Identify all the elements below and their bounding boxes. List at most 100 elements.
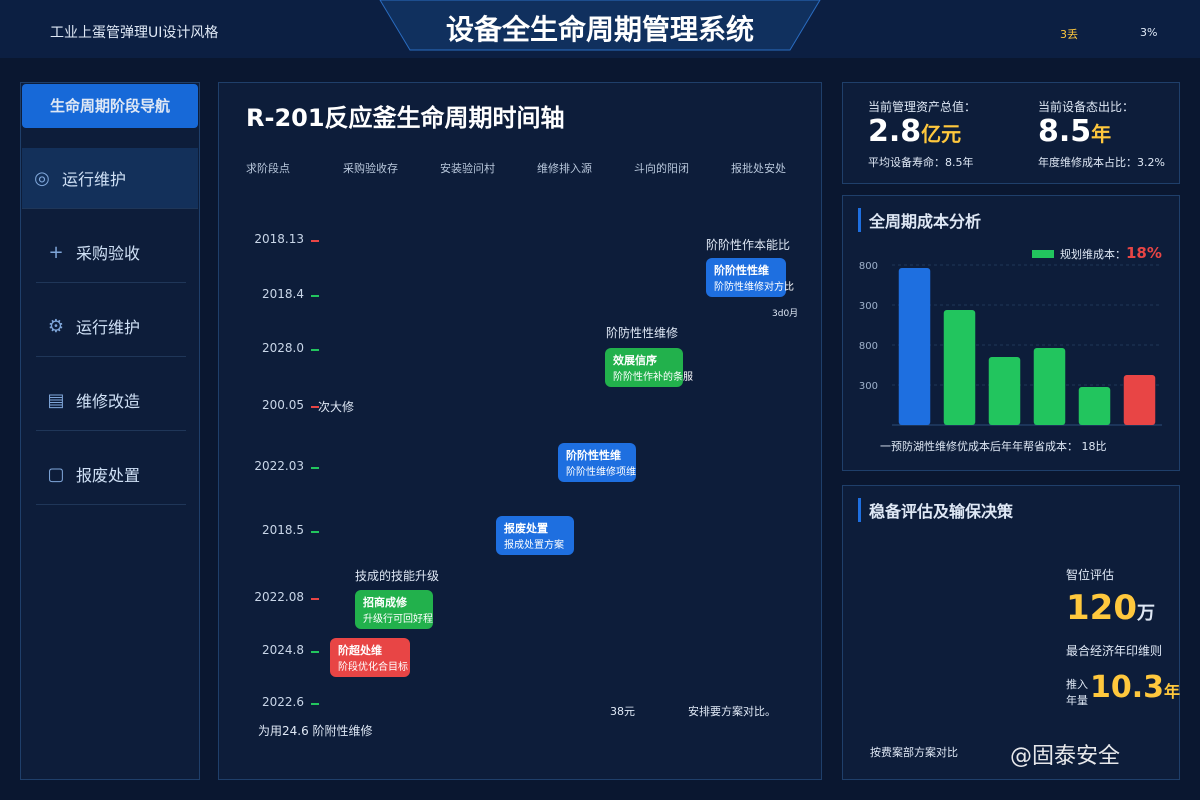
date-label: 2018.13 (254, 232, 304, 246)
date-tick (311, 240, 319, 242)
ratio-value: 8.5 (1038, 114, 1092, 149)
eval-value: 120 (1066, 588, 1137, 628)
nav-icon: ▢ (47, 463, 65, 485)
nav-title: 生命周期阶段导航 (22, 84, 198, 128)
econ-label: 最合经济年印维则 (1066, 644, 1163, 658)
date-tick (311, 703, 319, 705)
decision-title: 稳备评估及输保决策 (858, 498, 1013, 522)
stats-panel (842, 82, 1180, 184)
card-subtitle: 阶阶性作补的条服 (613, 372, 693, 383)
bar (1123, 375, 1156, 425)
event-card[interactable]: 阶阶性性维 阶阶性维修项维 (558, 443, 636, 482)
cost-note: 年度维修成本占比：3.2% (1038, 156, 1165, 169)
eval: 120万 (1066, 588, 1155, 628)
timeline-panel (218, 82, 822, 780)
card-title: 报废处置 (504, 522, 548, 535)
date-tick (311, 406, 319, 408)
date-tick (311, 467, 319, 469)
date-tick (311, 349, 319, 351)
nav-icon: ▤ (47, 389, 65, 411)
date-tick (311, 295, 319, 297)
cost-footnote: 一预防湖性维修优成本后年年帮省成本： 18比 (880, 440, 1107, 453)
date-tick (311, 651, 319, 653)
asset: 2.8亿元 (868, 114, 961, 149)
decision-panel (842, 485, 1180, 780)
ratio: 8.5年 (1038, 114, 1111, 149)
annotation: 技成的技能升级 (355, 569, 440, 583)
card-title: 招商成修 (363, 596, 407, 609)
annotation: 阶防性性维修 (606, 326, 679, 340)
y-tick-label: 800 (859, 261, 878, 272)
event-card[interactable]: 报废处置报成处置方案 (496, 516, 574, 555)
date-label: 2022.6 (262, 695, 304, 709)
ratio-label: 当前设备态出比： (1038, 100, 1135, 114)
date-label: 2018.4 (262, 287, 304, 301)
legend-label: 规划维成本： (1060, 248, 1126, 261)
event-card[interactable]: 阶超处维 阶段优化合目标 (330, 638, 410, 677)
timeline-footer: 为用24.6 阶附性维修 (258, 724, 373, 738)
event-card[interactable]: 阶阶性性维 阶防性维修对方比 (706, 258, 794, 297)
nav-item[interactable]: ◎ 运行维护 (22, 148, 198, 209)
nav-icon: ⚙ (47, 315, 65, 337)
stage-tab[interactable]: 采购验收存 (343, 162, 398, 175)
eval-unit: 万 (1136, 603, 1155, 624)
asset-value: 2.8 (868, 114, 922, 149)
cost-legend: 规划维成本：18% (1032, 244, 1162, 262)
nav-item[interactable]: ⚙ 运行维护 (36, 296, 186, 357)
date-label: 2028.0 (262, 341, 304, 355)
stage-tab[interactable]: 维修排入源 (537, 162, 592, 175)
life-value: 10.3 (1090, 670, 1165, 705)
logo-text: 工业上蛋管弹理UI设计风格 (50, 25, 219, 41)
y-tick-label: 300 (859, 301, 878, 312)
life-unit: 年 (1164, 682, 1181, 701)
watermark: @固泰安全 (1010, 744, 1121, 769)
card-title: 阶阶性性维 (714, 264, 769, 277)
bar (898, 268, 931, 425)
nav-label: 运行维护 (62, 170, 127, 189)
date-tick (311, 598, 319, 600)
event-card[interactable]: 招商成修升级行可回好程 (355, 590, 433, 629)
timeline-title: R-201反应釜生命周期时间轴 (246, 104, 565, 132)
card-subtitle: 升级行可回好程 (363, 614, 433, 625)
card-subtitle: 阶段优化合目标 (338, 662, 408, 673)
stage-tab[interactable]: 报批处安处 (731, 162, 786, 175)
annotation: 3d0月 (772, 309, 799, 319)
nav-label: 维修改造 (76, 392, 141, 411)
compare-link[interactable]: 按费案部方案对比 (870, 746, 958, 759)
nav-item[interactable]: ▤ 维修改造 (36, 370, 186, 431)
bar (1078, 387, 1111, 425)
ratio-unit: 年 (1091, 122, 1112, 146)
nav-label: 运行维护 (76, 318, 141, 337)
nav-label: 采购验收 (76, 244, 141, 263)
stage-tab[interactable]: 安装验问村 (440, 162, 495, 175)
card-title: 效展信序 (613, 354, 657, 367)
legend-value: 18% (1126, 244, 1162, 262)
life-label: 推入年量 (1066, 678, 1088, 707)
cost-title: 全周期成本分析 (858, 208, 981, 232)
event-card[interactable]: 效展信序阶阶性作补的条服 (605, 348, 693, 387)
life: 10.3年 (1090, 670, 1180, 705)
status-value: 3% (1140, 26, 1158, 39)
nav-icon: ◎ (34, 167, 50, 189)
date-label: 2022.03 (254, 459, 304, 473)
date-tick (311, 531, 319, 533)
bar (988, 357, 1021, 425)
date-label: 2024.8 (262, 643, 304, 657)
bar (1033, 348, 1066, 425)
y-tick-label: 300 (859, 381, 878, 392)
annotation: 阶阶性作本能比 (706, 238, 791, 252)
stage-tab[interactable]: 斗向的阳闭 (634, 162, 689, 175)
y-tick-label: 800 (859, 341, 878, 352)
legend-swatch (1032, 250, 1054, 258)
card-title: 阶阶性性维 (566, 449, 621, 462)
nav-icon: + (48, 241, 64, 263)
asset-unit: 亿元 (921, 122, 962, 146)
legend-label: 安排要方案对比。 (688, 705, 776, 718)
nav-item[interactable]: + 采购验收 (36, 222, 186, 283)
asset-label: 当前管理资产总值： (868, 100, 977, 114)
date-note: 次大修 (318, 400, 355, 414)
nav-item[interactable]: ▢ 报废处置 (36, 444, 186, 505)
card-subtitle: 报成处置方案 (504, 540, 564, 551)
stage-tab[interactable]: 求阶段点 (246, 162, 290, 175)
